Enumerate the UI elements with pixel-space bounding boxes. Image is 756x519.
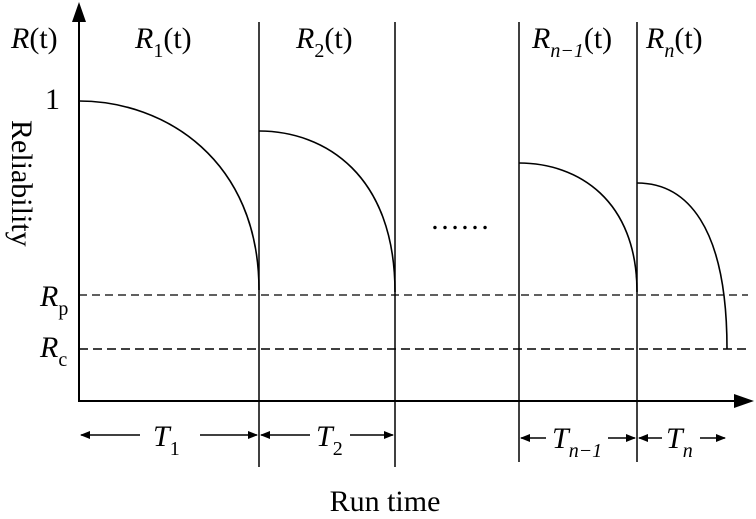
- threshold-label-rp: Rp: [39, 280, 68, 320]
- x-axis-arrow-icon: [734, 394, 754, 408]
- stage-label-n: Rn(t): [645, 22, 703, 62]
- y-axis-label: Reliability: [5, 120, 38, 247]
- reliability-curve-n: [636, 182, 728, 350]
- threshold-label-rc: Rc: [39, 331, 67, 371]
- stage-label-n-minus-1: Rn−1(t): [531, 22, 612, 62]
- reliability-curve-1: [78, 100, 260, 291]
- y-axis-symbol: R(t): [10, 22, 58, 55]
- stage-label-1: R1(t): [134, 22, 192, 62]
- x-axis-label: Run time: [330, 485, 441, 518]
- period-label-n-minus-1: Tn−1: [552, 422, 602, 462]
- reliability-curve-2: [258, 130, 396, 293]
- reliability-curve-n-minus-1: [518, 162, 638, 293]
- period-label-1: T1: [153, 420, 180, 460]
- ellipsis: ……: [430, 203, 490, 236]
- period-label-n: Tn: [666, 422, 693, 462]
- period-label-2: T2: [316, 420, 343, 460]
- y-tick-one: 1: [45, 83, 60, 116]
- stage-label-2: R2(t): [295, 22, 353, 62]
- y-axis-arrow-icon: [72, 2, 86, 22]
